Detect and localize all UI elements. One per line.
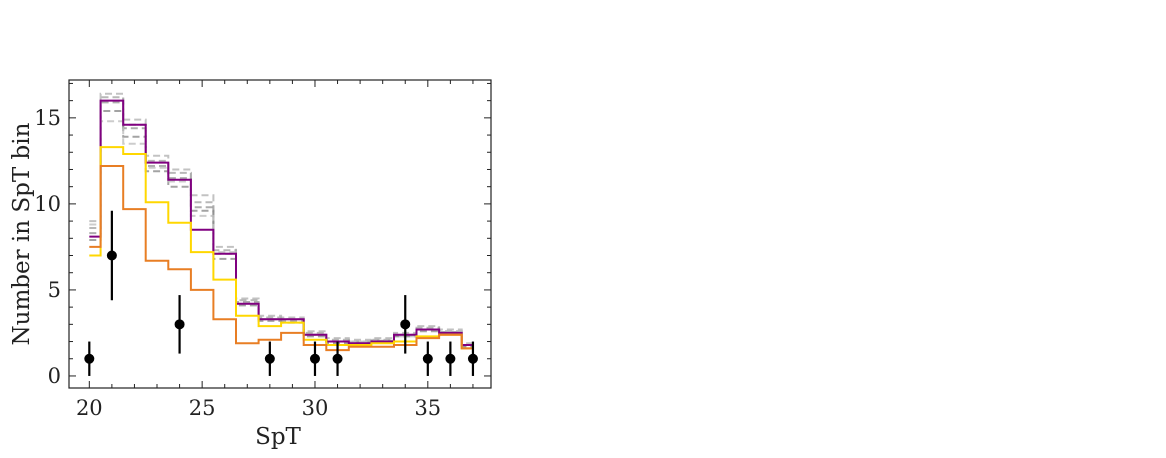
histogram-series-0 [89,92,473,345]
histogram-series-1 [89,96,473,346]
histogram-series-7 [89,165,473,352]
observed-point-7 [422,353,433,364]
y-tick-label: 15 [34,106,61,130]
y-tick-label: 10 [34,192,61,216]
histogram-series-3 [89,110,473,348]
y-tick-label: 5 [48,278,61,302]
y-tick-label: 0 [48,364,61,388]
observed-point-1 [106,250,117,261]
observed-point-3 [264,353,275,364]
x-axis-label: SpT [255,424,301,450]
axes-frame [68,79,492,389]
observed-point-6 [400,319,411,330]
observed-point-5 [332,353,343,364]
x-tick-label: 35 [414,396,441,420]
observed-point-9 [467,353,478,364]
observed-point-2 [174,319,185,330]
x-tick-label: 20 [76,396,103,420]
histogram-series-5 [89,99,473,346]
histogram-series-2 [89,101,473,347]
observed-point-0 [84,353,95,364]
y-axis-label: Number in SpT bin [9,122,35,345]
plot-area: 20 25 30 35 0 5 10 15 [34,79,492,420]
x-tick-label: 25 [189,396,216,420]
x-tick-label: 30 [302,396,329,420]
observed-point-4 [309,353,320,364]
observed-point-8 [445,353,456,364]
